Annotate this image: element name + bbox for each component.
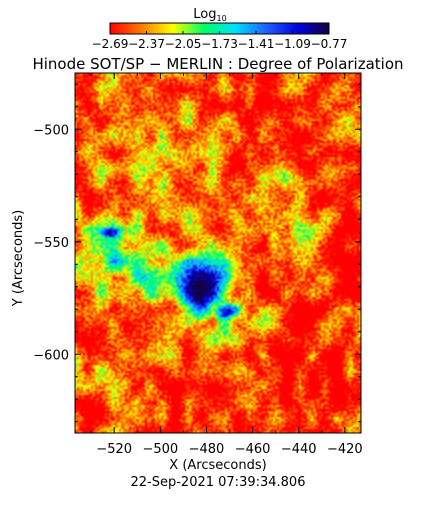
colorbar-label-subscript: 10 bbox=[217, 14, 227, 23]
observation-timestamp: 22-Sep-2021 07:39:34.806 bbox=[131, 475, 306, 490]
colorbar-ticks: −2.69 −2.37 −2.05 −1.73 −1.41 −1.09 −0.77 bbox=[92, 31, 348, 51]
x-tick-label: −440 bbox=[281, 442, 317, 457]
colorbar-tick-label: −2.69 bbox=[92, 37, 129, 51]
plot-frame bbox=[74, 72, 362, 434]
colorbar-tick-label: −1.09 bbox=[274, 37, 311, 51]
x-tick-label: −460 bbox=[235, 442, 271, 457]
y-tick-label: −500 bbox=[33, 123, 69, 138]
y-tick-label: −600 bbox=[33, 348, 69, 363]
x-axis-label: X (Arcseconds) bbox=[169, 458, 266, 473]
x-tick-label: −480 bbox=[189, 442, 225, 457]
x-tick-label: −520 bbox=[96, 442, 132, 457]
colorbar-tick-label: −2.05 bbox=[165, 37, 202, 51]
colorbar-tick-label: −1.73 bbox=[201, 37, 238, 51]
colorbar-label: Log10 bbox=[193, 7, 226, 23]
x-tick-label: −420 bbox=[327, 442, 363, 457]
y-tick-label: −550 bbox=[33, 236, 69, 251]
y-axis-label: Y (Arcseconds) bbox=[11, 210, 26, 307]
colorbar-label-text: Log bbox=[193, 7, 216, 22]
y-axis-ticks: −500 −550 −600 bbox=[33, 83, 361, 423]
x-axis-ticks: −520 −500 −480 −460 −440 −420 bbox=[90, 73, 363, 457]
colorbar-tick-label: −1.41 bbox=[238, 37, 275, 51]
colorbar-tick-label: −2.37 bbox=[128, 37, 165, 51]
chart-title: Hinode SOT/SP − MERLIN : Degree of Polar… bbox=[32, 55, 403, 73]
x-tick-label: −500 bbox=[142, 442, 178, 457]
polarization-heatmap bbox=[75, 73, 361, 433]
colorbar-tick-label: −0.77 bbox=[311, 37, 348, 51]
